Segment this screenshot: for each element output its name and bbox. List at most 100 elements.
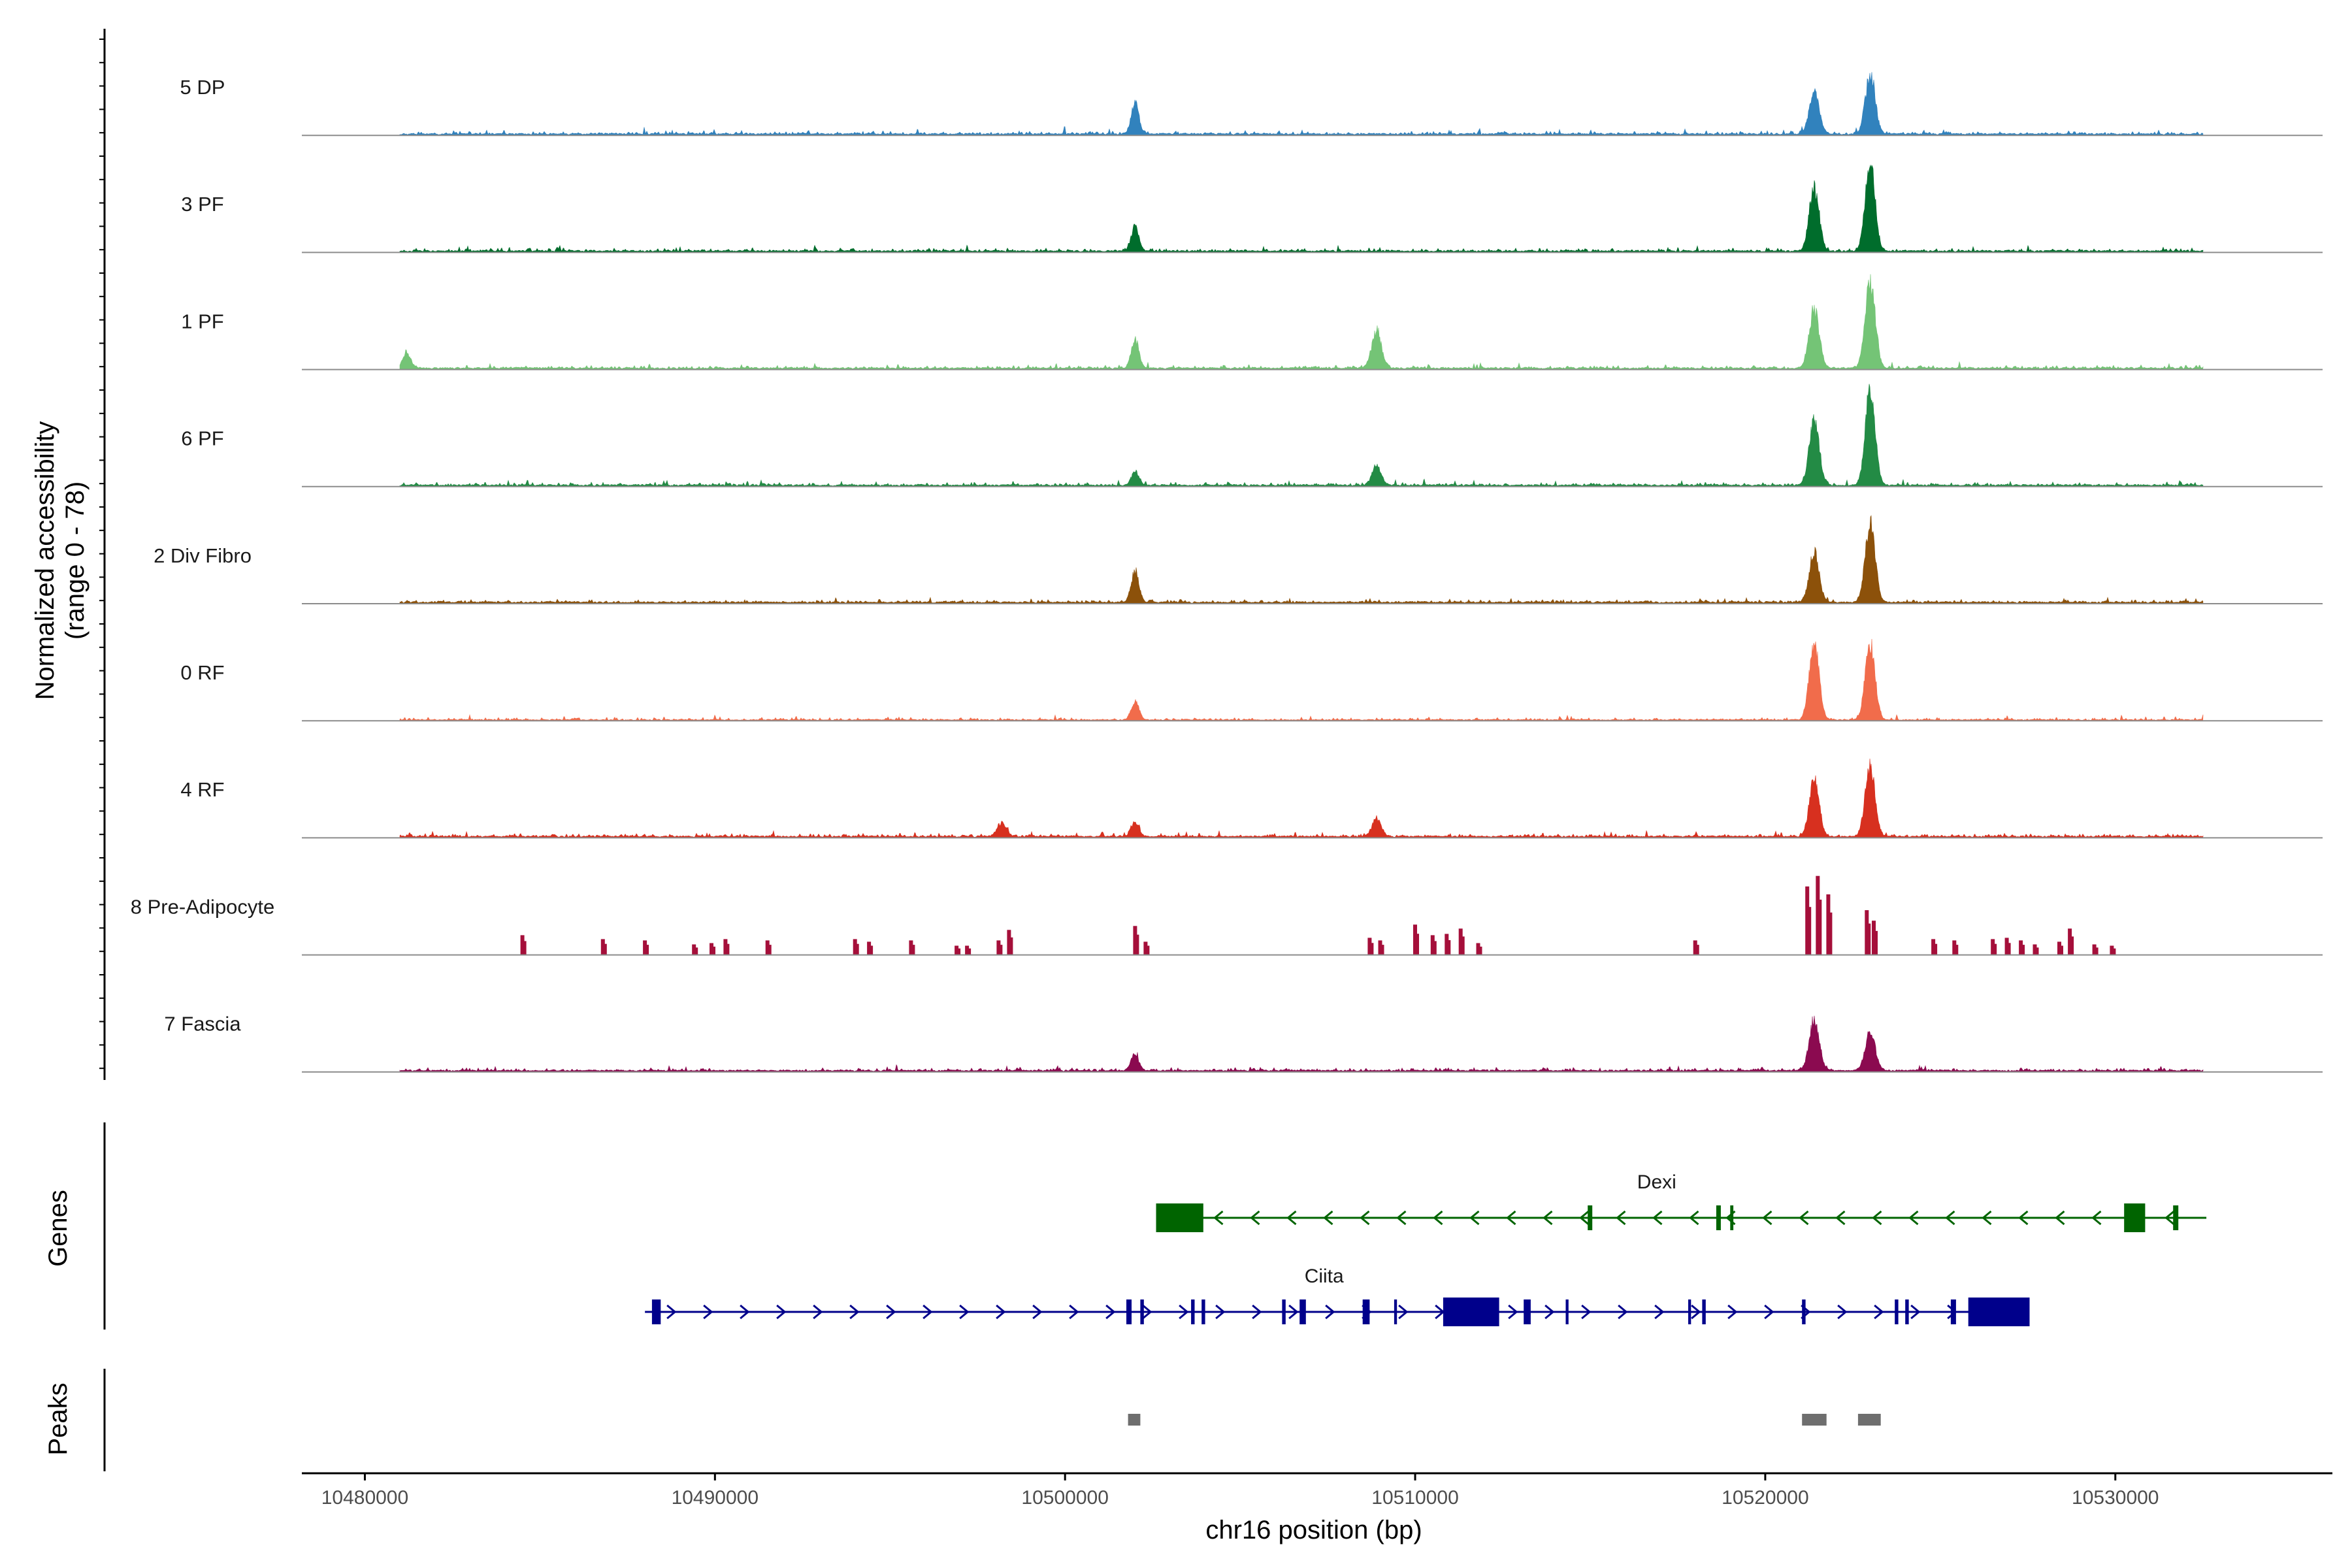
coverage-area [399, 384, 2204, 487]
strand-arrow [2091, 1210, 2102, 1226]
x-tick-label: 10480000 [321, 1487, 408, 1509]
strand-arrow [1872, 1210, 1882, 1226]
strand-arrow [1469, 1210, 1480, 1226]
gene-exon [1565, 1299, 1569, 1324]
strand-arrow [1286, 1210, 1297, 1226]
strand-arrow [1069, 1304, 1079, 1320]
gene-ciita: Ciita [645, 1266, 2030, 1326]
gene-exon [1443, 1298, 1499, 1326]
gene-exon [1802, 1299, 1806, 1324]
track-label: 0 RF [180, 661, 224, 684]
signal-blip [2068, 928, 2072, 955]
strand-arrow [666, 1304, 677, 1320]
strand-arrow [1288, 1304, 1299, 1320]
coverage-area [399, 164, 2204, 253]
signal-blip [2008, 943, 2011, 955]
strand-arrow [1579, 1210, 1590, 1226]
signal-blip [695, 947, 698, 955]
gene-exon [2173, 1205, 2179, 1230]
x-tick-label: 10530000 [2072, 1487, 2159, 1509]
signal-blip [965, 945, 970, 955]
signal-blip [1133, 926, 1137, 955]
gene-exon [1362, 1299, 1370, 1324]
signal-blip [523, 941, 527, 955]
signal-blip [604, 943, 607, 955]
strand-arrow [1581, 1304, 1592, 1320]
signal-blip [1430, 935, 1435, 955]
strand-arrow [2055, 1210, 2065, 1226]
strand-arrow [1874, 1304, 1884, 1320]
strand-arrow [776, 1304, 787, 1320]
signal-blip [1991, 939, 1995, 955]
gene-exon [1394, 1299, 1397, 1324]
track-label: 6 PF [181, 427, 223, 450]
strand-arrow [1799, 1210, 1809, 1226]
signal-blip [2019, 940, 2023, 955]
signal-blip [1955, 945, 1959, 955]
signal-blip [1381, 945, 1384, 955]
signal-blip [958, 948, 961, 955]
signal-blip [1413, 924, 1417, 955]
gene-label: Ciita [1305, 1266, 1344, 1287]
track-3-pf: 3 PF [181, 164, 2323, 253]
signal-blip [2113, 948, 2116, 955]
signal-blip [1872, 921, 1876, 955]
gene-annotation-track: Dexi Ciita [645, 1171, 2207, 1326]
genes-axis-title: Genes [44, 1190, 73, 1267]
signal-blip [1865, 910, 1869, 955]
signal-blip [1875, 930, 1878, 955]
strand-arrow [703, 1304, 713, 1320]
signal-blip [600, 939, 605, 955]
strand-arrow [1835, 1210, 1846, 1226]
strand-arrow [2018, 1210, 2029, 1226]
signal-blip [912, 945, 915, 955]
signal-blip [1931, 939, 1936, 955]
coverage-area [399, 515, 2204, 604]
x-tick-label: 10490000 [672, 1487, 759, 1509]
strand-arrow [1325, 1304, 1335, 1320]
signal-blip [1476, 943, 1480, 955]
gene-exon [1688, 1299, 1691, 1324]
strand-arrow [959, 1304, 970, 1320]
signal-blip [1007, 930, 1011, 955]
signal-blip [2057, 941, 2061, 955]
signal-blip [996, 940, 1001, 955]
signal-blip [646, 945, 649, 955]
track-label: 8 Pre-Adipocyte [131, 895, 275, 918]
strand-arrow [1762, 1210, 1772, 1226]
signal-blip [870, 945, 874, 955]
strand-arrow [996, 1304, 1006, 1320]
signal-blip [1371, 943, 1374, 955]
strand-arrow [1727, 1304, 1738, 1320]
strand-arrow [1032, 1304, 1043, 1320]
strand-arrow [886, 1304, 896, 1320]
gene-exon [1201, 1299, 1205, 1324]
strand-arrow [1543, 1210, 1553, 1226]
x-tick-label: 10510000 [1371, 1487, 1458, 1509]
signal-blip [1829, 912, 1833, 955]
track-label: 4 RF [180, 778, 224, 801]
strand-arrow [1213, 1210, 1224, 1226]
x-axis-title: chr16 position (bp) [1205, 1516, 1422, 1544]
signal-blip [1462, 936, 1465, 955]
coverage-area [399, 638, 2204, 721]
peak-region [1857, 1414, 1881, 1426]
signal-blip [643, 940, 647, 955]
strand-arrow [1433, 1210, 1443, 1226]
coverage-y-minor-ticks [99, 39, 105, 1070]
coverage-area [399, 274, 2204, 370]
strand-arrow [1506, 1210, 1516, 1226]
strand-arrow [1618, 1304, 1628, 1320]
track-2-div-fibro: 2 Div Fibro [154, 515, 2323, 604]
gene-exon [1968, 1298, 2030, 1326]
track-0-rf: 0 RF [180, 638, 2323, 722]
strand-arrow [1652, 1210, 1663, 1226]
signal-blip [1805, 886, 1810, 955]
signal-blip [713, 946, 715, 955]
signal-blip [1826, 894, 1831, 955]
signal-blip [2004, 938, 2009, 955]
gene-exon [1905, 1299, 1909, 1324]
strand-arrow [1142, 1304, 1152, 1320]
signal-blip [1458, 928, 1463, 955]
